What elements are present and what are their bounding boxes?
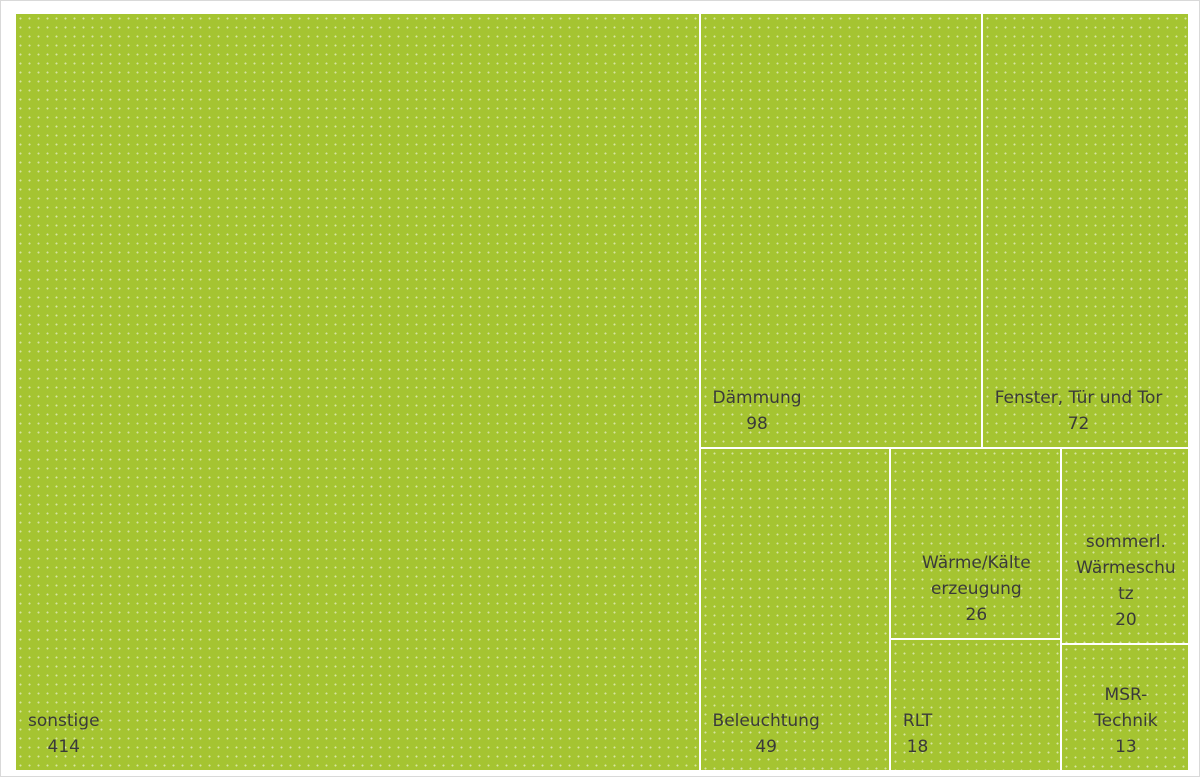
value-label: 414 (47, 737, 80, 757)
treemap-tile: Wärme/Kälte erzeugung 26 (889, 448, 1061, 639)
treemap-tile: RLT 18 (889, 639, 1061, 771)
treemap-tile: sommerl. Wärmeschutz 20 (1060, 448, 1189, 644)
tile-label: RLT 18 (903, 708, 932, 760)
value-label: 26 (965, 604, 988, 625)
category-label: sommerl. Wärmeschutz (1076, 531, 1176, 604)
value-label: 72 (1067, 414, 1090, 435)
treemap-tile: Fenster, Tür und Tor 72 (981, 13, 1189, 449)
category-label: Wärme/Kälte erzeugung (921, 552, 1031, 599)
treemap-tile: sonstige 414 (15, 13, 700, 771)
value-label: 49 (755, 736, 777, 757)
category-label: MSR-Technik (1094, 684, 1158, 731)
value-label: 98 (746, 414, 768, 435)
category-label: Beleuchtung (712, 710, 820, 731)
treemap-tile: Dämmung 98 (699, 13, 982, 449)
tile-label: sommerl. Wärmeschutz 20 (1074, 529, 1178, 633)
category-label: Fenster, Tür und Tor (994, 388, 1163, 409)
tile-label: Beleuchtung 49 (713, 708, 820, 760)
category-label: sonstige (28, 711, 100, 731)
tile-label: MSR-Technik 13 (1074, 682, 1178, 760)
tile-label: Wärme/Kälte erzeugung 26 (903, 550, 1050, 628)
treemap-tile: Beleuchtung 49 (699, 448, 890, 771)
treemap-tile: MSR-Technik 13 (1060, 643, 1189, 771)
tile-label: Fenster, Tür und Tor 72 (995, 385, 1163, 437)
category-label: Dämmung (712, 388, 802, 409)
tile-label: sonstige 414 (28, 708, 100, 760)
value-label: 13 (1115, 736, 1137, 757)
category-label: RLT (902, 710, 933, 731)
tile-label: Dämmung 98 (713, 385, 802, 437)
value-label: 20 (1115, 609, 1137, 630)
value-label: 18 (906, 736, 929, 757)
